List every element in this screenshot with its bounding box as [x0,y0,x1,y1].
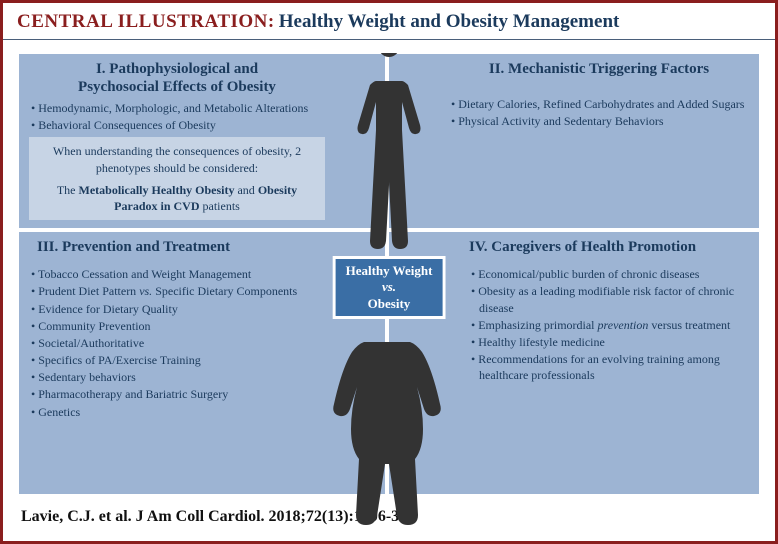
quadrant-2: II. Mechanistic Triggering Factors Dieta… [389,54,759,232]
inset-text: The [57,183,79,197]
quadrant-grid: I. Pathophysiological and Psychosocial E… [3,40,775,500]
list-item: Genetics [29,404,305,420]
q4-list: Economical/public burden of chronic dise… [469,266,749,383]
q3-title: III. Prevention and Treatment [29,238,305,256]
center-label: Healthy Weight vs. Obesity [333,256,446,319]
list-item: Tobacco Cessation and Weight Management [29,266,305,282]
illustration-frame: CENTRAL ILLUSTRATION: Healthy Weight and… [0,0,778,544]
list-item: Evidence for Dietary Quality [29,301,305,317]
inset-text: and [234,183,257,197]
center-line2: vs. [382,279,396,294]
list-item: Sedentary behaviors [29,369,305,385]
q2-title: II. Mechanistic Triggering Factors [449,60,749,78]
q1-list: Hemodynamic, Morphologic, and Metabolic … [29,100,325,133]
list-item: Emphasizing primordial prevention versus… [469,317,749,333]
list-item: Specifics of PA/Exercise Training [29,352,305,368]
q1-title-line1: I. Pathophysiological and [96,61,258,77]
header-title: Healthy Weight and Obesity Management [279,11,620,32]
list-item: Dietary Calories, Refined Carbohydrates … [449,96,749,112]
q1-inset: When understanding the consequences of o… [29,137,325,220]
q4-title: IV. Caregivers of Health Promotion [469,238,749,256]
obese-silhouette [319,310,459,532]
list-item: Behavioral Consequences of Obesity [29,117,325,133]
list-item: Obesity as a leading modifiable risk fac… [469,283,749,315]
header-label: CENTRAL ILLUSTRATION: [17,11,275,32]
q2-list: Dietary Calories, Refined Carbohydrates … [449,96,749,129]
list-item: Healthy lifestyle medicine [469,334,749,350]
list-item: Recommendations for an evolving training… [469,351,749,383]
q3-list: Tobacco Cessation and Weight Management … [29,266,305,420]
inset-bold: Metabolically Healthy Obesity [79,183,235,197]
q1-title: I. Pathophysiological and Psychosocial E… [29,60,325,96]
list-item: Societal/Authoritative [29,335,305,351]
list-item: Economical/public burden of chronic dise… [469,266,749,282]
list-item: Prudent Diet Pattern vs. Specific Dietar… [29,283,305,299]
center-line3: Obesity [368,296,411,311]
center-line1: Healthy Weight [346,263,433,278]
quadrant-1: I. Pathophysiological and Psychosocial E… [19,54,389,232]
inset-bottom: The Metabolically Healthy Obesity and Ob… [35,182,319,214]
list-item: Hemodynamic, Morphologic, and Metabolic … [29,100,325,116]
list-item: Physical Activity and Sedentary Behavior… [449,113,749,129]
list-item: Community Prevention [29,318,305,334]
healthy-silhouette [349,53,429,253]
list-item: Pharmacotherapy and Bariatric Surgery [29,386,305,402]
inset-top: When understanding the consequences of o… [35,143,319,175]
header: CENTRAL ILLUSTRATION: Healthy Weight and… [3,3,775,40]
q1-title-line2: Psychosocial Effects of Obesity [78,79,276,95]
inset-text: patients [200,199,240,213]
